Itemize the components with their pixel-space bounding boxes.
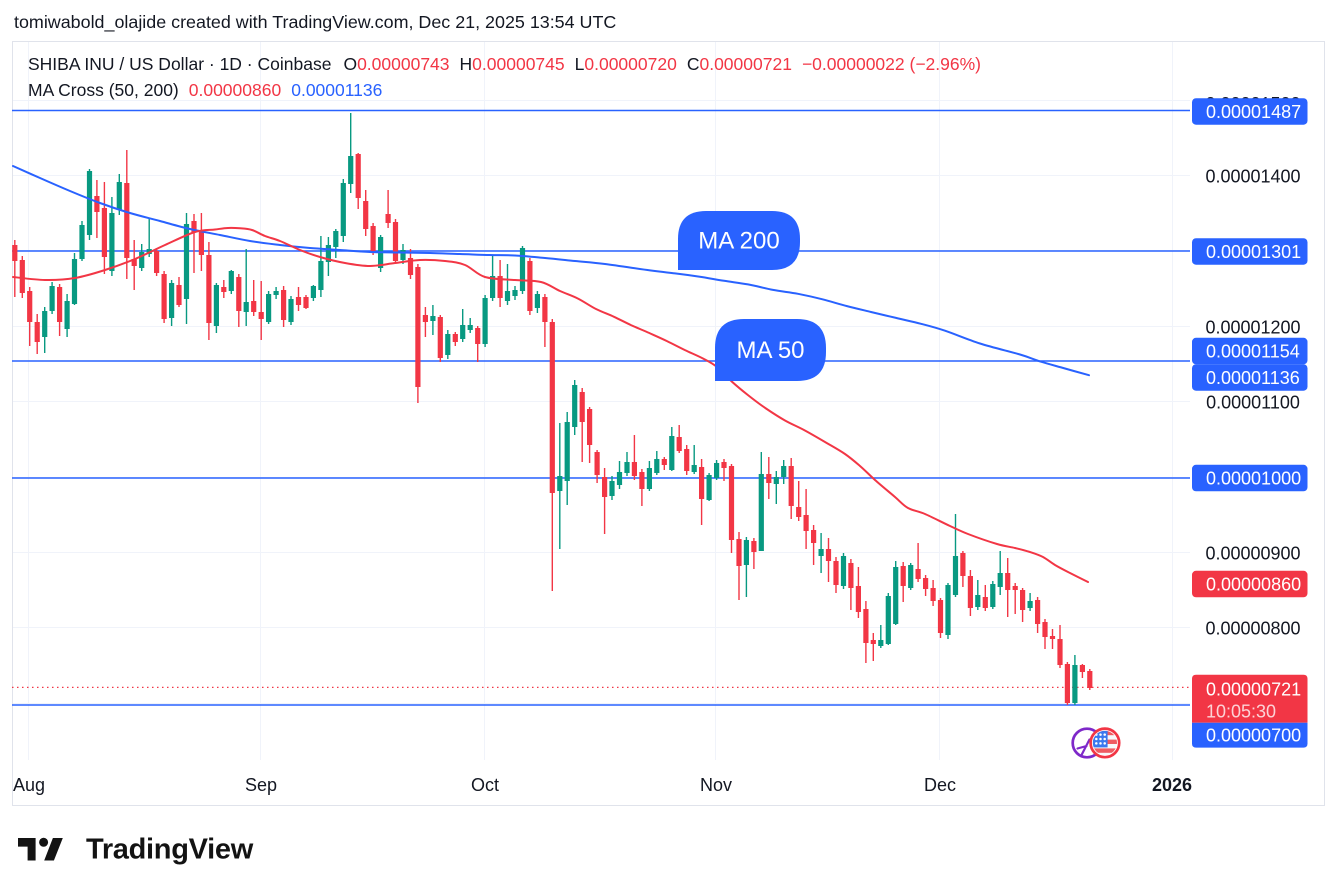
svg-text:MA 50: MA 50 <box>736 337 804 364</box>
svg-text:0.00001100: 0.00001100 <box>1206 393 1300 413</box>
svg-text:0.00001487: 0.00001487 <box>1206 102 1301 122</box>
svg-text:0.00000721: 0.00000721 <box>1206 680 1301 700</box>
svg-text:0.00000900: 0.00000900 <box>1205 544 1300 564</box>
svg-text:0.00001136: 0.00001136 <box>1206 368 1300 388</box>
svg-text:0.00000860: 0.00000860 <box>1206 575 1301 595</box>
svg-text:Sep: Sep <box>245 775 277 795</box>
svg-text:0.00000700: 0.00000700 <box>1206 726 1301 746</box>
svg-text:SHIBA INU / US Dollar · 1D · C: SHIBA INU / US Dollar · 1D · Coinbase O0.… <box>28 54 981 74</box>
svg-text:0.00001154: 0.00001154 <box>1206 342 1300 362</box>
svg-text:tomiwabold_olajide created wit: tomiwabold_olajide created with TradingV… <box>14 12 616 33</box>
svg-text:MA 200: MA 200 <box>698 228 779 255</box>
svg-text:Oct: Oct <box>471 775 499 795</box>
svg-text:0.00001400: 0.00001400 <box>1205 167 1300 187</box>
svg-text:10:05:30: 10:05:30 <box>1206 702 1276 722</box>
svg-text:0.00001200: 0.00001200 <box>1205 318 1300 338</box>
svg-text:TradingView: TradingView <box>86 834 254 866</box>
svg-text:0.00001301: 0.00001301 <box>1206 242 1301 262</box>
svg-text:0.00000800: 0.00000800 <box>1205 619 1300 639</box>
svg-text:2026: 2026 <box>1152 775 1192 795</box>
svg-text:0.00001000: 0.00001000 <box>1206 469 1301 489</box>
svg-text:Aug: Aug <box>13 775 45 795</box>
svg-text:Nov: Nov <box>700 775 732 795</box>
svg-text:Dec: Dec <box>924 775 956 795</box>
